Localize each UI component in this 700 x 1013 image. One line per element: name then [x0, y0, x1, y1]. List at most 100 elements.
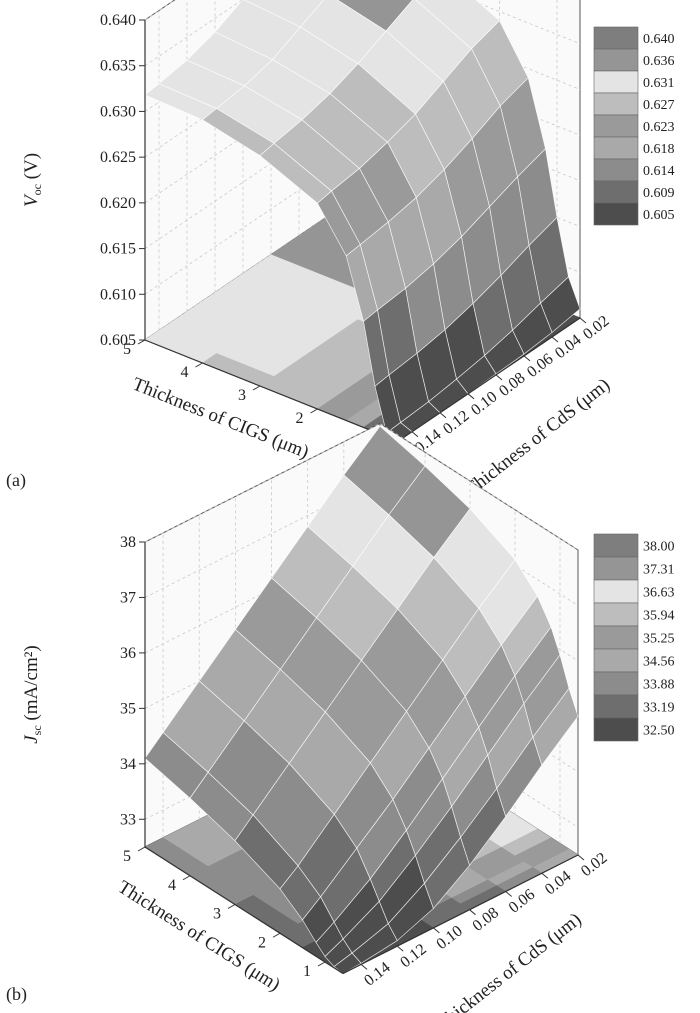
legend-swatch: [593, 648, 639, 673]
cigs-tick-mark: [137, 846, 146, 852]
legend-label: 0.609: [643, 186, 675, 201]
cigs-tick-label: 4: [181, 364, 189, 381]
z-gridline-2: [144, 124, 581, 249]
cds-tick-mark: [439, 412, 447, 419]
legend-label: 0.627: [643, 98, 675, 113]
cds-axis-line: [397, 317, 581, 442]
cds-tick-mark: [469, 909, 476, 916]
cds-tick-mark: [467, 393, 475, 400]
legend-label: 0.605: [643, 208, 675, 223]
z-axis: 0.605 0.610 0.615 0.620 0.625 0.630 0.635 0.640…: [21, 12, 146, 349]
cigs-tick-mark: [310, 408, 318, 414]
cds-tick-mark: [579, 317, 587, 324]
legend-label: 0.614: [643, 164, 675, 179]
cigs-tick-label: 4: [168, 877, 176, 894]
legend-swatch: [593, 694, 639, 719]
z-tick-label: 38: [120, 534, 136, 551]
z-tick-label: 37: [120, 589, 136, 606]
legend-label: 0.623: [643, 120, 675, 135]
cds-tick-label: 0.12: [397, 941, 430, 972]
z-axis: 33 34 35 36 37 38 Jsc (mA/cm²): [21, 534, 146, 847]
z-tick-label: 0.635: [100, 58, 136, 75]
z-tick-label: 0.620: [100, 195, 136, 212]
z-tick-label: 0.610: [100, 286, 136, 303]
z-gridline-6: [144, 0, 581, 67]
legend-label: 35.25: [643, 632, 675, 647]
z-axis-label: Voc (V): [21, 153, 44, 207]
z-gridline-1: [144, 170, 581, 295]
legend-label: 33.19: [643, 701, 675, 716]
cigs-tick-mark: [182, 875, 191, 881]
cds-tick-label: 0.10: [433, 922, 466, 953]
legend-swatch: [593, 48, 639, 72]
z-tick-label: 0.630: [100, 103, 136, 120]
legend-label: 0.631: [643, 76, 675, 91]
cds-tick-label: 0.08: [496, 369, 529, 400]
z-tick-label: 0.615: [100, 241, 136, 258]
surface: [144, 425, 579, 974]
cigs-tick-label: 2: [296, 410, 304, 427]
cds-tick-label: 0.04: [542, 868, 575, 899]
panel-label: (a): [6, 470, 26, 491]
cds-tick-mark: [523, 355, 531, 362]
z-tick-label: 33: [120, 811, 136, 828]
legend-swatch: [593, 158, 639, 182]
cigs-axis-line: [144, 339, 399, 442]
cigs-tick-label: 5: [123, 341, 131, 358]
cds-tick-mark: [577, 854, 585, 861]
legend-label: 34.56: [643, 655, 675, 670]
legend-swatch: [593, 180, 639, 204]
legend-swatch: [593, 579, 639, 604]
cigs-tick-label: 3: [213, 906, 221, 923]
cds-tick-label: 0.02: [578, 850, 611, 881]
legend-swatch: [593, 602, 639, 627]
z-tick-label: 34: [120, 756, 136, 773]
legend-swatch: [593, 92, 639, 116]
cds-tick-mark: [396, 945, 404, 952]
surface: [144, 0, 581, 442]
z-tick-label: 0.605: [100, 332, 136, 349]
z-tick-label: 35: [120, 700, 136, 717]
legend-label: 32.50: [643, 724, 675, 739]
legend-label: 0.618: [643, 142, 675, 157]
legend-swatch: [593, 556, 639, 581]
cds-axis-line: [342, 854, 579, 975]
cds-tick-label: 0.04: [552, 331, 585, 362]
cigs-axis-line: [144, 846, 344, 975]
cigs-tick-mark: [317, 961, 326, 967]
cigs-tick-mark: [195, 362, 203, 368]
legend-label: 0.640: [643, 32, 675, 47]
cigs-tick-label: 1: [303, 963, 311, 980]
cds-tick-label: 0.06: [506, 886, 539, 917]
cigs-tick-mark: [137, 339, 146, 345]
panel-label: (b): [6, 984, 27, 1005]
legend-swatch: [593, 202, 639, 226]
cigs-tick-label: 2: [258, 934, 266, 951]
legend-label: 37.31: [643, 563, 675, 578]
cds-tick-mark: [541, 872, 549, 879]
z-tick-label: 36: [120, 645, 136, 662]
cigs-tick-label: 3: [238, 387, 246, 404]
legend-label: 33.88: [643, 678, 675, 693]
legend-label: 35.94: [643, 609, 675, 624]
panel-a: 0.605 0.610 0.615 0.620 0.625 0.630 0.635 0.640…: [6, 0, 675, 500]
legend-swatch: [593, 533, 639, 558]
cds-tick-label: 0.08: [470, 904, 503, 935]
legend-label: 36.63: [643, 586, 675, 601]
cds-tick-mark: [411, 431, 419, 438]
cigs-tick-label: 5: [123, 848, 131, 865]
legend-swatch: [593, 136, 639, 160]
cds-tick-mark: [433, 927, 440, 934]
cds-tick-label: 0.12: [440, 407, 473, 438]
cds-tick-label: 0.06: [524, 350, 557, 381]
z-tick-label: 0.625: [100, 149, 136, 166]
cigs-tick-mark: [272, 932, 281, 938]
cds-tick-label: 0.14: [361, 959, 394, 990]
legend: 38.00 37.31 36.63 35.94 35.25 34.56 33.88 33.19…: [593, 533, 675, 742]
legend-swatch: [593, 717, 639, 742]
cds-tick-label: 0.02: [580, 313, 613, 344]
legend-swatch: [593, 671, 639, 696]
legend: 0.640 0.636 0.631 0.627 0.623 0.618 0.614 0.609…: [593, 26, 675, 226]
